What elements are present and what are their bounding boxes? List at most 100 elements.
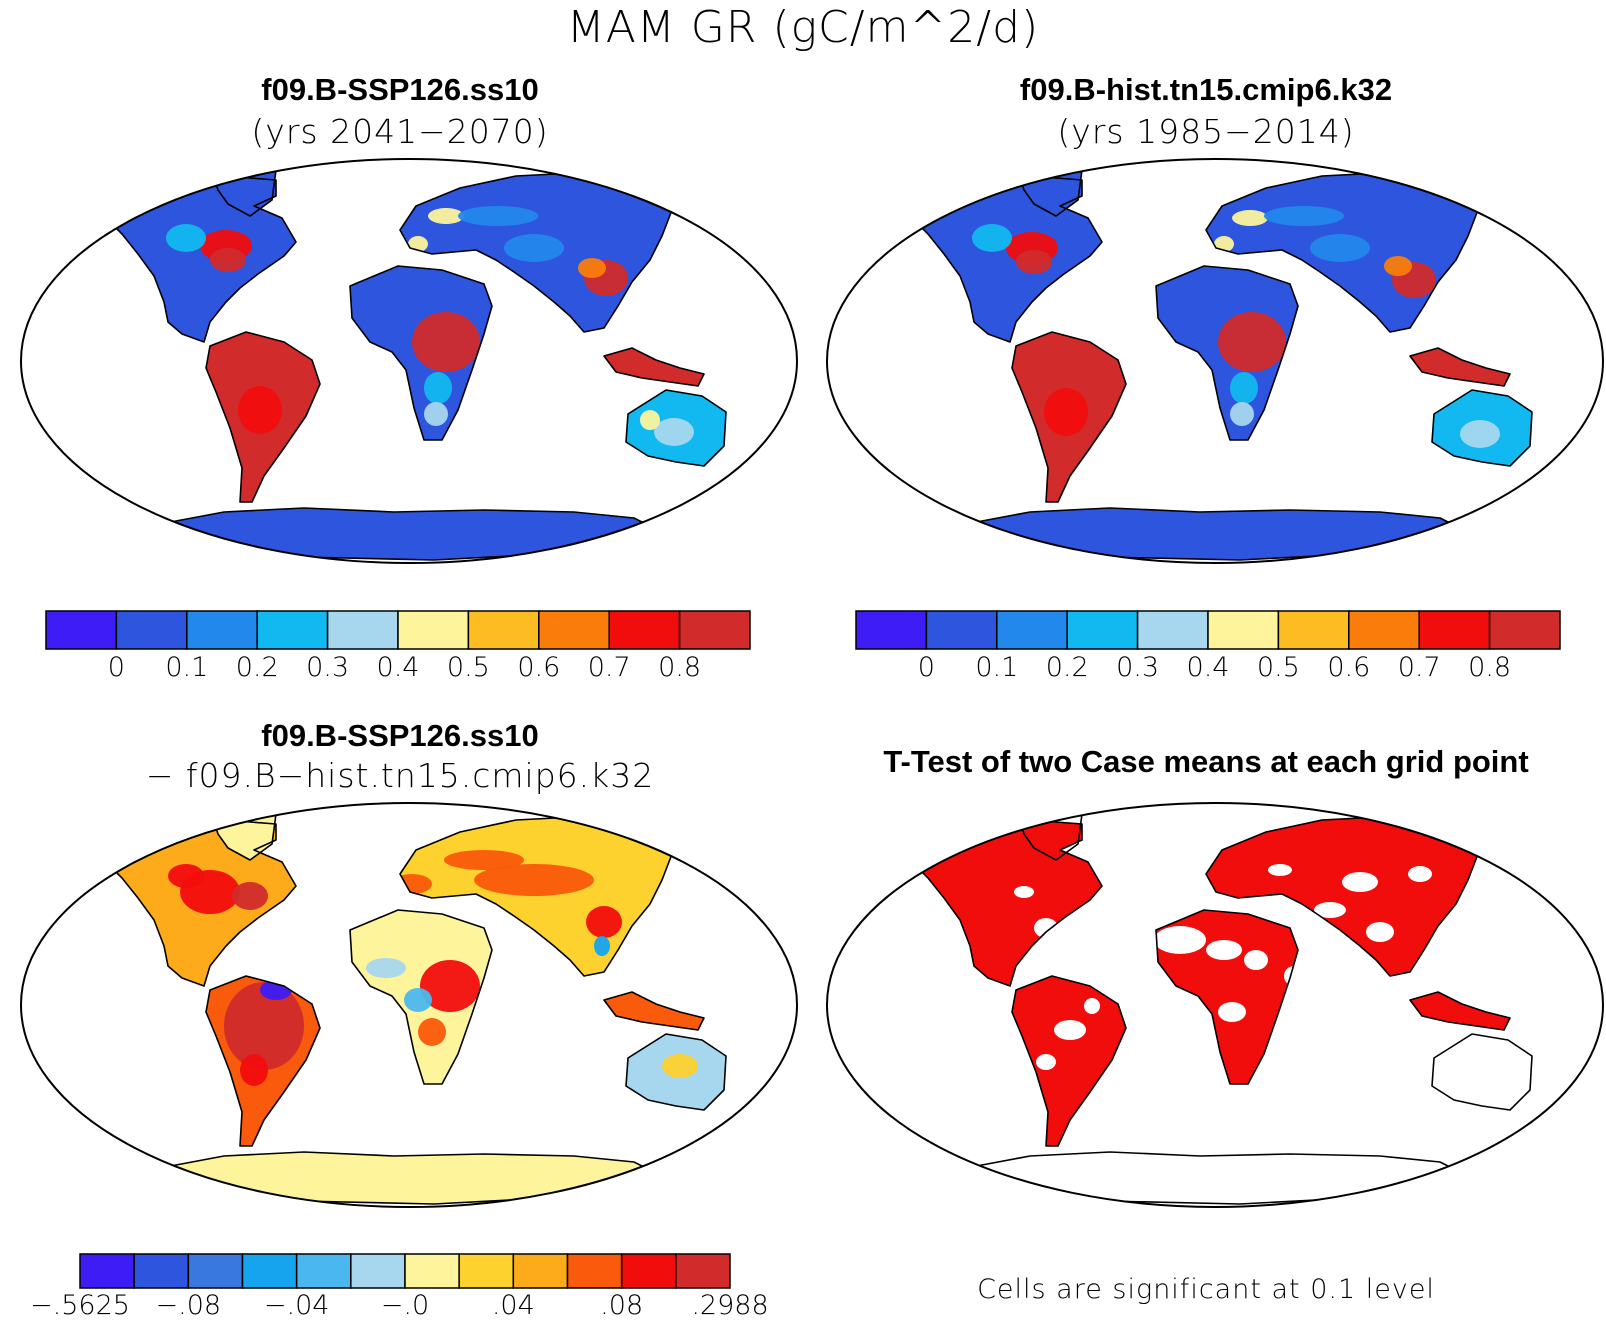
- map-panel-diff: [20, 802, 798, 1208]
- colorbar-tick-label: −.04: [263, 1290, 330, 1321]
- texture-patch: [1230, 402, 1254, 426]
- coastline-southAmerica: [205, 331, 321, 503]
- colorbar-box: [133, 1253, 190, 1289]
- land-indonesia: [604, 348, 704, 386]
- coastline-indonesia: [1409, 991, 1511, 1031]
- non-significant-patch: [1014, 886, 1034, 898]
- coastline-australia: [625, 389, 727, 467]
- coastline-indonesia: [603, 347, 705, 387]
- panel-diff-subtitle: − f09.B−hist.tn15.cmip6.k32: [145, 756, 655, 795]
- colorbar-tick-label: −.0: [380, 1290, 430, 1321]
- colorbar-box: [187, 1253, 244, 1289]
- coastline-australia: [1431, 389, 1533, 467]
- panel-hist-title: f09.B-hist.tn15.cmip6.k32: [1019, 72, 1393, 107]
- texture-patch: [366, 958, 406, 978]
- colorbar-box: [1277, 610, 1350, 650]
- texture-patch: [972, 224, 1012, 252]
- non-significant-patch: [1084, 998, 1100, 1014]
- colorbar-box: [295, 1253, 352, 1289]
- colorbar-hist-ticks: 0 0.1 0.2 0.3 0.4 0.5 0.6 0.7 0.8: [856, 652, 1560, 688]
- texture-patch: [224, 982, 304, 1070]
- texture-patch: [1310, 234, 1370, 262]
- coastline-indonesia: [1409, 347, 1511, 387]
- map-panel-hist: [826, 158, 1604, 564]
- colorbar-box: [678, 610, 751, 650]
- colorbar-box: [620, 1253, 677, 1289]
- colorbar-box: [512, 1253, 569, 1289]
- colorbar-box: [326, 610, 399, 650]
- coastline-africa: [349, 265, 493, 441]
- non-significant-patch: [1054, 1020, 1086, 1040]
- panel-diff-title: f09.B-SSP126.ss10: [261, 718, 539, 753]
- map-frame: [826, 802, 1604, 1208]
- texture-patch: [474, 864, 594, 896]
- colorbar-tick-label: −.08: [155, 1290, 222, 1321]
- non-significant-patch: [1342, 872, 1378, 892]
- texture-patch: [1016, 250, 1052, 274]
- colorbar-tick-label: 0: [917, 652, 935, 683]
- colorbar-tick-label: .2988: [691, 1290, 769, 1321]
- colorbar-box: [566, 1253, 623, 1289]
- texture-patch: [594, 936, 610, 956]
- colorbar-tick-label: 0.2: [1045, 652, 1089, 683]
- land-northAmerica: [106, 176, 296, 342]
- figure-title: MAM GR (gC/m^2/d): [566, 2, 1040, 53]
- texture-patch: [418, 1018, 446, 1046]
- colorbar-box: [350, 1253, 406, 1289]
- colorbar-hist: [855, 610, 1561, 650]
- coastline-africa: [349, 909, 493, 1085]
- texture-patch: [1218, 312, 1286, 372]
- colorbar-tick-label: 0.2: [235, 652, 279, 683]
- texture-patch: [404, 988, 432, 1012]
- colorbar-tick-label: 0.7: [587, 652, 631, 683]
- coastlines: [105, 169, 727, 561]
- non-significant-patch: [1366, 922, 1394, 942]
- colorbar-box: [855, 610, 928, 650]
- texture-patch: [166, 224, 206, 252]
- map-frame: [20, 802, 798, 1208]
- non-significant-patch: [1154, 926, 1206, 954]
- texture-patch: [662, 1054, 698, 1078]
- colorbar-tick-label: 0: [107, 652, 125, 683]
- colorbar-box: [467, 610, 540, 650]
- land-antarctica: [160, 1152, 662, 1204]
- colorbar-box: [925, 610, 998, 650]
- colorbar-box: [1348, 610, 1420, 650]
- colorbar-tick-label: 0.3: [306, 652, 350, 683]
- coastline-africa: [1155, 909, 1299, 1085]
- coastline-northAmerica: [911, 175, 1103, 343]
- colorbar-diff-ticks: −.5625 −.08 −.04 −.0 .04 .08 .2988: [30, 1290, 769, 1324]
- colorbar-box: [1488, 610, 1561, 650]
- land-southAmerica: [1012, 976, 1126, 1146]
- non-significant-patch: [1314, 902, 1346, 918]
- land-northAmerica: [912, 820, 1102, 986]
- colorbar-tick-label: 0.7: [1397, 652, 1441, 683]
- texture-patch: [458, 206, 538, 226]
- colorbar-tick-label: 0.8: [658, 652, 702, 683]
- colorbar-tick-label: .08: [600, 1290, 644, 1321]
- texture-patch: [428, 208, 464, 224]
- colorbar-tick-label: 0.8: [1468, 652, 1512, 683]
- texture-patch: [1264, 206, 1344, 226]
- colorbar-box: [608, 610, 681, 650]
- land-regions: [912, 816, 1510, 1146]
- texture-patch: [240, 1054, 268, 1086]
- coastline-southAmerica: [1011, 975, 1127, 1147]
- map-frame: [826, 158, 1604, 564]
- coastline-southAmerica: [205, 975, 321, 1147]
- colorbar-box: [1418, 610, 1491, 650]
- colorbar-box: [186, 610, 258, 650]
- colorbar-tick-label: 0.6: [1327, 652, 1371, 683]
- panel-hist-subtitle: (yrs 1985−2014): [1057, 112, 1355, 151]
- texture-patch: [504, 234, 564, 262]
- land-indonesia: [604, 992, 704, 1030]
- colorbar-tick-label: 0.6: [517, 652, 561, 683]
- coastline-southAmerica: [1011, 331, 1127, 503]
- colorbar-box: [1207, 610, 1280, 650]
- land-antarctica: [160, 508, 662, 560]
- texture-patch: [1384, 256, 1412, 276]
- colorbar-tick-label: .04: [491, 1290, 535, 1321]
- panel-ssp-subtitle: (yrs 2041−2070): [251, 112, 549, 151]
- map-panel-ssp: [20, 158, 798, 564]
- land-northAmerica: [912, 176, 1102, 342]
